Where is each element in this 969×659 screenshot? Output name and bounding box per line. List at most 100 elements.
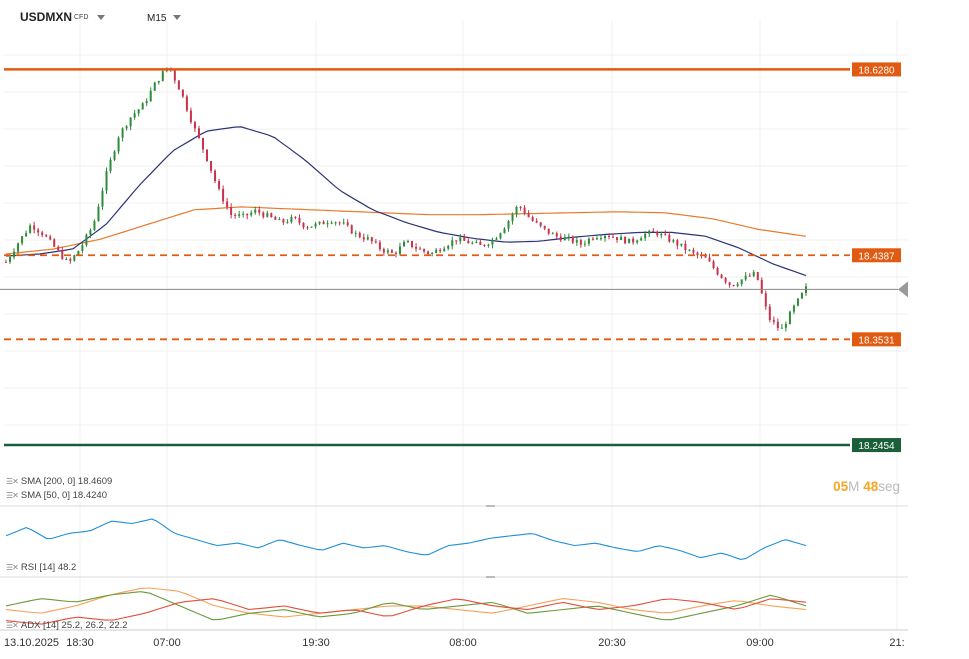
- candle: [696, 252, 699, 256]
- panel-resize-handle: [486, 505, 495, 507]
- candle: [282, 219, 285, 223]
- chevron-down-icon[interactable]: [173, 15, 181, 20]
- candle: [266, 213, 269, 217]
- x-axis: 13.10.2025 18:30 07:00 19:30 08:00 20:30 09:00…: [4, 637, 905, 649]
- settings-close-icon[interactable]: ☰✕: [6, 563, 19, 572]
- candle: [113, 151, 116, 160]
- candle: [286, 222, 289, 224]
- candle: [463, 237, 466, 241]
- candle: [394, 252, 397, 254]
- candle: [423, 249, 426, 252]
- candle: [398, 246, 401, 254]
- candle: [318, 221, 321, 224]
- candle: [238, 214, 241, 216]
- candle: [121, 128, 124, 138]
- current-price-marker[interactable]: [898, 281, 908, 298]
- legend-rsi: ☰✕ RSI [14] 48.2: [6, 562, 77, 573]
- candle: [487, 244, 490, 246]
- rsi-panel: [5, 518, 807, 560]
- candle: [563, 237, 566, 241]
- candle: [712, 261, 715, 268]
- candle: [499, 233, 502, 239]
- candle: [579, 240, 582, 245]
- candle: [728, 282, 731, 286]
- candle: [258, 209, 261, 213]
- chevron-down-icon[interactable]: [97, 15, 105, 20]
- candle: [620, 236, 623, 240]
- candle: [366, 237, 369, 240]
- candle: [780, 327, 783, 329]
- candle: [527, 213, 530, 218]
- candle: [511, 214, 514, 222]
- timeframe-selector[interactable]: M15: [147, 13, 167, 24]
- candle: [61, 250, 64, 259]
- price-level-label: 18.3531: [858, 335, 895, 346]
- candle: [491, 239, 494, 245]
- legend-sma50: ☰✕ SMA [50, 0] 18.4240: [6, 490, 107, 501]
- symbol-name[interactable]: USDMXN: [20, 10, 73, 24]
- candle: [9, 257, 12, 262]
- candle: [515, 206, 518, 215]
- candle: [575, 240, 578, 243]
- x-axis-tick-label: 08:00: [449, 637, 477, 649]
- candle: [57, 246, 60, 251]
- rsi-path: [5, 518, 807, 560]
- candle: [788, 311, 791, 325]
- candle: [736, 284, 739, 286]
- candle: [73, 255, 76, 261]
- candle: [672, 240, 675, 242]
- panel-resize-handle: [486, 576, 495, 578]
- candle: [640, 238, 643, 241]
- settings-close-icon[interactable]: ☰✕: [6, 621, 19, 630]
- candle: [447, 245, 450, 249]
- candle: [471, 242, 474, 244]
- adx-series-di: [5, 591, 807, 621]
- candle: [254, 209, 257, 213]
- price-level-badge: [852, 332, 901, 347]
- candle: [451, 240, 454, 246]
- candle: [374, 241, 377, 243]
- candle-countdown: 05M 48seg: [833, 479, 900, 494]
- candle: [270, 213, 273, 217]
- settings-close-icon[interactable]: ☰✕: [6, 477, 19, 486]
- candle: [117, 137, 120, 152]
- candle: [760, 279, 763, 294]
- price-level-label: 18.6280: [858, 65, 895, 76]
- candle: [784, 324, 787, 328]
- candle: [664, 233, 667, 235]
- candle: [720, 274, 723, 279]
- candle: [181, 89, 184, 97]
- candle: [479, 242, 482, 245]
- candle: [415, 247, 418, 249]
- candle: [608, 236, 611, 238]
- x-axis-tick-label: 21:: [889, 637, 904, 649]
- candle: [298, 217, 301, 223]
- candle: [459, 237, 462, 242]
- candle: [680, 243, 683, 246]
- candle: [772, 320, 775, 322]
- candle: [523, 207, 526, 214]
- candle: [89, 230, 92, 235]
- candle: [69, 258, 72, 261]
- candle: [33, 225, 36, 230]
- candle: [350, 225, 353, 234]
- candle: [660, 233, 663, 236]
- settings-close-icon[interactable]: ☰✕: [6, 491, 19, 500]
- candle: [370, 237, 373, 242]
- candle: [218, 181, 221, 189]
- candle: [555, 233, 558, 237]
- candle: [193, 122, 196, 129]
- candle: [535, 220, 538, 223]
- candle: [378, 242, 381, 250]
- price-level-label: 18.4387: [858, 251, 895, 262]
- candle: [294, 216, 297, 218]
- candle: [185, 96, 188, 111]
- candle: [214, 170, 217, 182]
- candle: [226, 201, 229, 208]
- candle: [314, 223, 317, 227]
- candle: [149, 90, 152, 102]
- candle: [595, 238, 598, 240]
- adx-series-di: [5, 598, 807, 625]
